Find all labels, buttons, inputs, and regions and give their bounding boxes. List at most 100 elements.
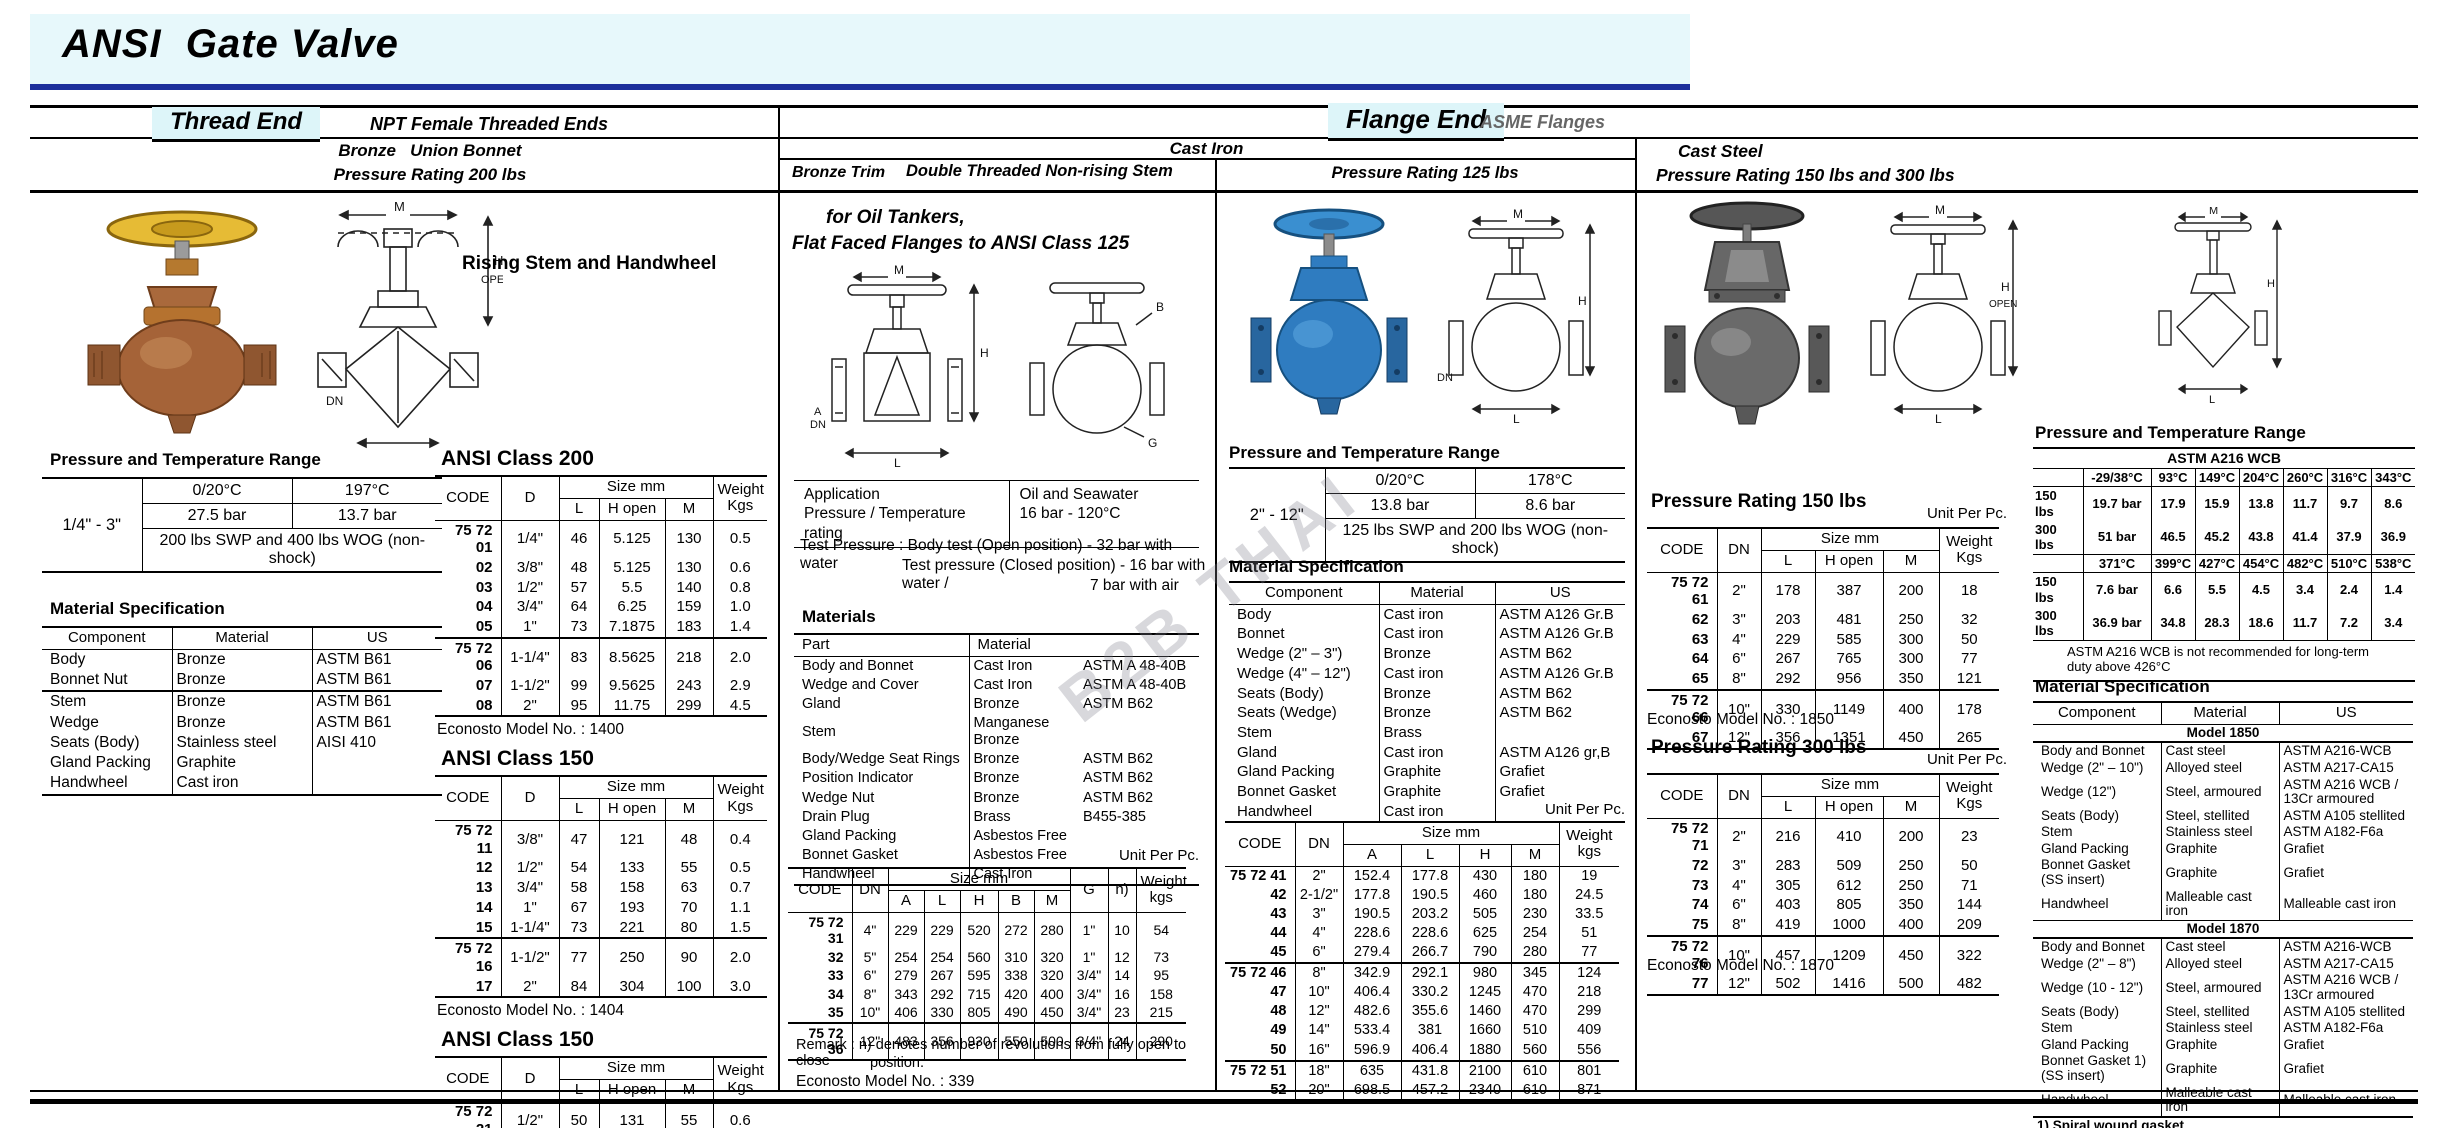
test-pressure-line1: Test Pressure : Body test (Open position… bbox=[800, 537, 1173, 572]
table-row: Bonnet Cast iron ASTM A126 Gr.B bbox=[1229, 624, 1625, 645]
table-cell: ASTM B62 bbox=[1494, 644, 1625, 664]
table-cell: 6" bbox=[1716, 649, 1761, 670]
table-cell: 871 bbox=[1558, 1080, 1620, 1101]
table-row: 72 3" 283 509 250 50 bbox=[1647, 855, 2000, 876]
table-cell: Asbestos Free bbox=[968, 826, 1079, 846]
table-cell: 75 72 06 bbox=[454, 639, 493, 675]
table-cell: 292.1 bbox=[1400, 963, 1459, 984]
table-cell: 49 bbox=[1270, 1022, 1287, 1039]
table-row: Gland Bronze ASTM B62 bbox=[794, 695, 1199, 715]
table-row: CODE D Size mm Weight Kgs bbox=[435, 476, 768, 521]
ansi-class-tables: ANSI Class 200 CODE D Size mm Weight Kgs… bbox=[435, 447, 775, 1128]
table-cell: 75 72 11 bbox=[454, 822, 493, 857]
table-cell: 229 bbox=[1760, 629, 1815, 650]
table-row: Seats (Body) Bronze ASTM B62 bbox=[1229, 683, 1625, 704]
table-cell: Stem bbox=[50, 693, 87, 711]
table-cell: 322 bbox=[1938, 935, 2000, 975]
table-cell: 55 bbox=[664, 1101, 714, 1128]
table-row: 33 6" 279 267 595 338 320 3/4" 14 95 bbox=[788, 966, 1186, 985]
table-cell: 64 bbox=[558, 597, 599, 618]
table-row: 150 lbs 7.6 bar 6.6 5.5 4.5 3.4 2.4 1.4 bbox=[2033, 572, 2416, 607]
table-row: Model 1850 bbox=[2033, 724, 2413, 742]
table-cell: Bronze bbox=[1378, 683, 1495, 704]
dim-label-h: H bbox=[2267, 278, 2275, 290]
col-header: B bbox=[997, 890, 1034, 913]
table-cell: ASTM A217-CA15 bbox=[2278, 759, 2413, 777]
table-cell: ASTM B62 bbox=[1494, 703, 1625, 723]
pressure-rating-200-header: Pressure Rating 200 lbs bbox=[333, 165, 527, 184]
pt-range-title: Pressure and Temperature Range bbox=[2035, 423, 2306, 442]
table-cell: Seats (Body) bbox=[2041, 1003, 2120, 1019]
table-cell: 4" bbox=[1294, 923, 1343, 944]
col-header: n) bbox=[1107, 868, 1136, 913]
thread-pt-block: Pressure and Temperature Range 1/4" - 3"… bbox=[42, 450, 447, 796]
table-row: 08 2" 95 11.75 299 4.5 bbox=[435, 695, 768, 717]
matspec-title: Material Specification bbox=[2035, 677, 2210, 696]
col-header: CODE bbox=[1660, 786, 1704, 804]
tab-thread-end[interactable]: Thread End bbox=[152, 107, 321, 142]
unit-per-pc-label: Unit Per Pc. bbox=[1926, 505, 2007, 522]
table-cell: 77 bbox=[558, 938, 599, 977]
table-cell: 1351 bbox=[1814, 728, 1883, 749]
table-cell: 95 bbox=[558, 695, 599, 717]
table-row: A L H M bbox=[1225, 844, 1619, 867]
table-row: CODE DN Size mm Weight Kgs bbox=[1647, 774, 2000, 819]
col-header: CODE bbox=[446, 488, 490, 506]
table-cell: 509 bbox=[1814, 855, 1883, 876]
title-band bbox=[30, 14, 1690, 86]
table-row: L H open M bbox=[1647, 796, 1999, 819]
table-cell: 8" bbox=[851, 984, 888, 1004]
table-cell: ASTM A216 WCB / 13Cr armoured bbox=[2278, 776, 2413, 808]
table-cell: Wedge and Cover bbox=[802, 676, 919, 693]
col-header: US bbox=[1494, 582, 1625, 605]
table-cell: 18" bbox=[1294, 1060, 1343, 1081]
table-row: 371°C 399°C 427°C 454°C 482°C 510°C 538°C bbox=[2033, 554, 2416, 573]
table-cell: Gland Packing bbox=[2041, 1036, 2129, 1052]
table-cell: Seats (Body) bbox=[50, 733, 140, 751]
col-header: L bbox=[1760, 550, 1815, 573]
table-cell: Seats (Body) bbox=[1237, 684, 1324, 702]
matspec-title: Material Specification bbox=[1229, 557, 1404, 576]
table-cell: Stainless steel bbox=[2160, 824, 2279, 841]
bar-cell: 13.7 bar bbox=[291, 503, 442, 529]
table-cell: Bronze bbox=[171, 691, 312, 713]
col-header: CODE bbox=[1238, 834, 1282, 852]
table-row: CODE D Size mm Weight Kgs bbox=[435, 776, 768, 821]
table-cell: 345 bbox=[1510, 963, 1560, 984]
table-row: Body Bronze ASTM B61 bbox=[42, 649, 442, 671]
table-row: Drain Plug Brass B455-385 bbox=[794, 807, 1199, 827]
table-cell: Grafiet bbox=[2278, 1036, 2413, 1054]
table-cell: Gland Packing bbox=[802, 827, 897, 844]
cast-iron-valve-photo bbox=[1250, 208, 1408, 415]
table-cell: Grafiet bbox=[2278, 857, 2413, 889]
table-row: Application Pressure / Temperature ratin… bbox=[794, 480, 1199, 548]
table-cell: 150 lbs bbox=[2035, 574, 2057, 605]
table-cell: 32 bbox=[827, 948, 844, 965]
table-cell: Stem bbox=[802, 723, 836, 740]
dim-label-dn: DN bbox=[810, 419, 826, 431]
table-cell: 02 bbox=[475, 558, 493, 576]
table-cell: 228.6 bbox=[1342, 923, 1401, 944]
table-cell: 2340 bbox=[1458, 1080, 1511, 1101]
table-row: 2" - 12" 0/20°C 178°C bbox=[1229, 468, 1625, 562]
table-cell: 3" bbox=[1716, 609, 1761, 630]
table-cell: 8" bbox=[1716, 915, 1761, 936]
table-cell: Seats (Body) bbox=[2041, 807, 2120, 823]
col-header: Weight kgs bbox=[1558, 822, 1620, 867]
dim-label-h: H bbox=[980, 346, 989, 360]
table-row: 17 2" 84 304 100 3.0 bbox=[435, 976, 768, 998]
table-row: CODE DN Size mm Weight kgs bbox=[1225, 822, 1620, 867]
col-header: H open bbox=[1814, 796, 1883, 819]
table-cell: 538°C bbox=[2370, 554, 2416, 573]
table-cell: 1.5 bbox=[712, 917, 768, 939]
tab-flange-end[interactable]: Flange End bbox=[1328, 103, 1505, 141]
col-header: L bbox=[923, 890, 960, 913]
dim-label-m: M bbox=[2209, 207, 2218, 217]
table-cell: Cast Iron bbox=[968, 675, 1079, 696]
table-cell: ASTM A216 WCB / 13Cr armoured bbox=[2278, 972, 2413, 1004]
table-row: Wedge (10 - 12") Steel, armoured ASTM A216… bbox=[2033, 972, 2413, 1004]
table-row: 75 72 51 18" 635 431.8 2100 610 801 bbox=[1225, 1060, 1620, 1081]
table-cell: 250 bbox=[1882, 609, 1940, 630]
table-cell: 177.8 bbox=[1400, 866, 1459, 886]
table-cell: Graphite bbox=[171, 753, 312, 774]
